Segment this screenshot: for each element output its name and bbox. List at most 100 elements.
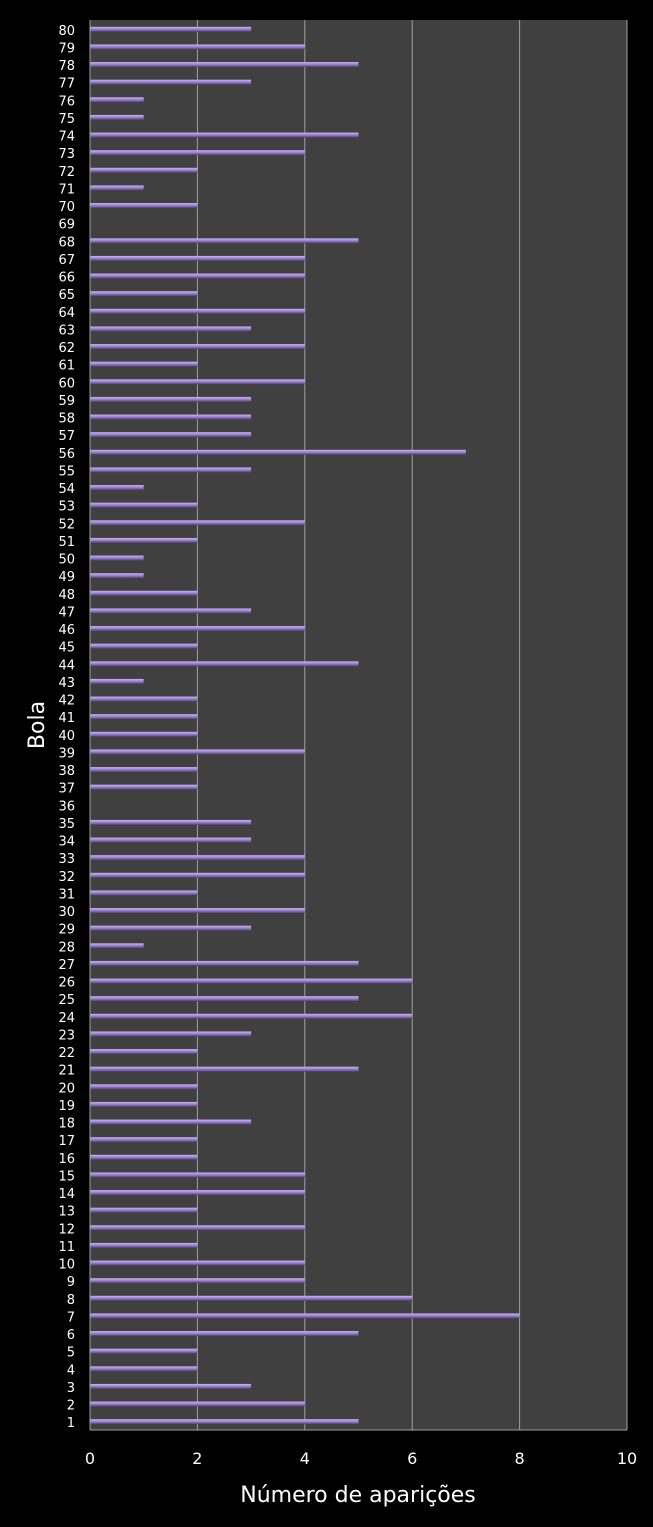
y-tick-label: 40 [58, 729, 75, 744]
y-tick-label: 19 [58, 1099, 75, 1114]
x-tick-label: 10 [617, 1449, 637, 1468]
bar-ball-24 [90, 1013, 413, 1019]
y-tick-label: 15 [58, 1169, 75, 1184]
bar-ball-64 [90, 308, 305, 314]
bar-ball-47 [90, 608, 252, 614]
bar-ball-63 [90, 326, 252, 332]
y-tick-label: 30 [58, 905, 75, 920]
bar-ball-40 [90, 731, 198, 737]
x-tick-label: 4 [300, 1449, 310, 1468]
y-tick-label: 58 [58, 412, 75, 427]
y-tick-label: 3 [67, 1381, 75, 1396]
bar-ball-60 [90, 379, 305, 385]
y-tick-label: 23 [58, 1028, 75, 1043]
x-tick-label: 2 [192, 1449, 202, 1468]
bar-ball-32 [90, 872, 305, 878]
bar-ball-43 [90, 678, 144, 684]
y-tick-label: 7 [67, 1310, 75, 1325]
bar-ball-26 [90, 978, 413, 984]
bar-ball-28 [90, 943, 144, 949]
bar-ball-35 [90, 819, 252, 825]
y-tick-label: 79 [58, 41, 75, 56]
y-tick-label: 56 [58, 447, 75, 462]
y-tick-label: 76 [58, 94, 75, 109]
bar-ball-41 [90, 714, 198, 720]
bar-ball-33 [90, 855, 305, 861]
bar-ball-16 [90, 1154, 198, 1160]
y-tick-label: 20 [58, 1081, 75, 1096]
y-tick-label: 66 [58, 271, 75, 286]
y-tick-label: 54 [58, 482, 75, 497]
bar-ball-61 [90, 361, 198, 367]
y-tick-label: 55 [58, 464, 75, 479]
y-tick-label: 35 [58, 817, 75, 832]
y-tick-label: 8 [67, 1293, 75, 1308]
y-tick-label: 28 [58, 940, 75, 955]
x-tick-label: 0 [85, 1449, 95, 1468]
y-tick-label: 67 [58, 253, 75, 268]
bar-ball-74 [90, 132, 359, 138]
y-tick-label: 4 [67, 1363, 75, 1378]
bar-ball-5 [90, 1348, 198, 1354]
bar-ball-56 [90, 449, 466, 455]
y-tick-label: 34 [58, 835, 75, 850]
bar-ball-76 [90, 97, 144, 103]
bar-ball-62 [90, 344, 305, 350]
bar-ball-53 [90, 502, 198, 508]
y-tick-label: 18 [58, 1117, 75, 1132]
bar-ball-11 [90, 1242, 198, 1248]
y-tick-label: 70 [58, 200, 75, 215]
y-tick-label: 41 [58, 711, 75, 726]
y-tick-label: 60 [58, 376, 75, 391]
bar-ball-50 [90, 555, 144, 561]
bar-ball-23 [90, 1031, 252, 1037]
bar-ball-77 [90, 79, 252, 85]
y-tick-label: 21 [58, 1064, 75, 1079]
bar-ball-6 [90, 1331, 359, 1337]
bar-ball-80 [90, 26, 252, 32]
bar-ball-12 [90, 1225, 305, 1231]
plot-area [90, 20, 627, 1430]
bar-ball-29 [90, 925, 252, 931]
bar-ball-22 [90, 1049, 198, 1055]
bar-ball-13 [90, 1207, 198, 1213]
y-tick-label: 63 [58, 323, 75, 338]
y-tick-label: 24 [58, 1011, 75, 1026]
bar-ball-68 [90, 238, 359, 244]
y-tick-label: 48 [58, 588, 75, 603]
y-tick-label: 12 [58, 1222, 75, 1237]
y-tick-label: 39 [58, 746, 75, 761]
bar-ball-65 [90, 291, 198, 297]
y-tick-label: 49 [58, 570, 75, 585]
y-tick-label: 5 [67, 1346, 75, 1361]
bar-ball-31 [90, 890, 198, 896]
y-tick-label: 29 [58, 923, 75, 938]
bar-ball-58 [90, 414, 252, 420]
bar-ball-54 [90, 485, 144, 491]
bar-ball-25 [90, 996, 359, 1002]
bar-ball-73 [90, 150, 305, 156]
bar-ball-45 [90, 643, 198, 649]
bar-ball-57 [90, 432, 252, 438]
y-tick-label: 80 [58, 24, 75, 39]
bar-ball-10 [90, 1260, 305, 1266]
y-tick-label: 27 [58, 958, 75, 973]
bar-ball-17 [90, 1137, 198, 1143]
y-tick-label: 42 [58, 694, 75, 709]
bar-ball-59 [90, 396, 252, 402]
y-tick-label: 47 [58, 605, 75, 620]
bar-ball-71 [90, 185, 144, 191]
y-tick-label: 9 [67, 1275, 75, 1290]
y-tick-label: 57 [58, 429, 75, 444]
bar-ball-3 [90, 1383, 252, 1389]
bar-ball-70 [90, 203, 198, 209]
y-tick-label: 78 [58, 59, 75, 74]
bar-ball-48 [90, 590, 198, 596]
y-tick-label: 65 [58, 288, 75, 303]
bar-ball-46 [90, 626, 305, 632]
y-tick-label: 59 [58, 394, 75, 409]
bar-ball-18 [90, 1119, 252, 1125]
bar-ball-38 [90, 767, 198, 773]
bar-ball-8 [90, 1295, 413, 1301]
